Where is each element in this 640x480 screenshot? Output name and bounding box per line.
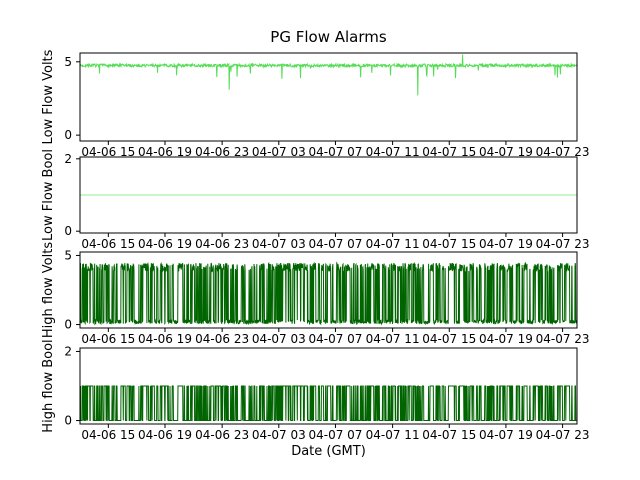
- x-tick-label: 04-07 23: [536, 428, 590, 442]
- y-tick-label: 5: [64, 55, 72, 69]
- axes-frame: [79, 52, 578, 142]
- x-tick-label: 04-06 19: [138, 237, 192, 251]
- x-tick-label: 04-07 03: [252, 428, 306, 442]
- x-tick-label: 04-07 23: [536, 145, 590, 159]
- x-tick-label: 04-06 23: [195, 145, 249, 159]
- y-tick-label: 0: [64, 414, 72, 428]
- y-tick-label: 5: [64, 248, 72, 262]
- y-tick-label: 0: [64, 224, 72, 238]
- x-tick-label: 04-06 19: [138, 332, 192, 346]
- chart-title: PG Flow Alarms: [270, 28, 387, 46]
- x-tick-label: 04-06 23: [195, 428, 249, 442]
- axes-frame: [79, 347, 578, 425]
- x-tick-label: 04-06 23: [195, 237, 249, 251]
- axes-low-flow-volts: 0 5 Low Flow Volts 04-06 15 04-06 19 04-06 23…: [41, 49, 590, 159]
- x-tick-label: 04-07 15: [422, 332, 476, 346]
- x-tick-label: 04-06 15: [81, 145, 135, 159]
- y-axis-label-low-flow-bool: Low Flow Bool: [41, 149, 56, 241]
- x-axis-label: Date (GMT): [291, 444, 366, 459]
- y-tick-label: 0: [64, 128, 72, 142]
- axes-frame: [79, 156, 578, 234]
- x-tick-label: 04-06 15: [81, 332, 135, 346]
- y-axis-label-low-flow-volts: Low Flow Volts: [41, 49, 56, 144]
- y-tick-label: 2: [64, 152, 72, 166]
- x-tick-label: 04-07 03: [252, 237, 306, 251]
- y-axis-label-high-flow-bool: High flow Bool: [41, 339, 56, 432]
- series-line-high-flow-volts: [80, 261, 577, 326]
- x-tick-label: 04-07 07: [308, 145, 362, 159]
- x-tick-label: 04-06 15: [81, 237, 135, 251]
- x-tick-label: 04-06 19: [138, 145, 192, 159]
- x-tick-label: 04-06 15: [81, 428, 135, 442]
- axes-frame: [79, 251, 578, 329]
- x-tick-label: 04-07 07: [308, 332, 362, 346]
- x-tick-label: 04-07 07: [308, 237, 362, 251]
- x-tick-label: 04-07 11: [366, 428, 420, 442]
- x-tick-label: 04-07 11: [366, 237, 420, 251]
- series-line-high-flow-bool: [80, 385, 577, 421]
- x-tick-label: 04-07 03: [252, 332, 306, 346]
- x-tick-label: 04-07 19: [479, 145, 533, 159]
- y-axis-label-high-flow-volts: High flow Volts: [41, 242, 56, 338]
- x-tick-label: 04-07 15: [422, 145, 476, 159]
- series-line-low-flow-volts: [80, 54, 577, 96]
- x-tick-label: 04-07 23: [536, 332, 590, 346]
- axes-high-flow-bool: 0 2 High flow Bool 04-06 15 04-06 19 04-06 23…: [41, 339, 590, 442]
- x-tick-label: 04-07 19: [479, 237, 533, 251]
- x-tick-label: 04-07 15: [422, 428, 476, 442]
- x-tick-label: 04-07 03: [252, 145, 306, 159]
- x-tick-label: 04-07 19: [479, 428, 533, 442]
- x-tick-label: 04-07 07: [308, 428, 362, 442]
- x-tick-label: 04-07 11: [366, 145, 420, 159]
- x-tick-label: 04-06 23: [195, 332, 249, 346]
- y-tick-label: 2: [64, 344, 72, 358]
- x-tick-label: 04-07 19: [479, 332, 533, 346]
- x-tick-label: 04-06 19: [138, 428, 192, 442]
- y-tick-label: 0: [64, 318, 72, 332]
- x-tick-label: 04-07 15: [422, 237, 476, 251]
- axes-high-flow-volts: 0 5 High flow Volts 04-06 15 04-06 19 04-06 2…: [41, 242, 590, 346]
- x-tick-label: 04-07 23: [536, 237, 590, 251]
- x-tick-label: 04-07 11: [366, 332, 420, 346]
